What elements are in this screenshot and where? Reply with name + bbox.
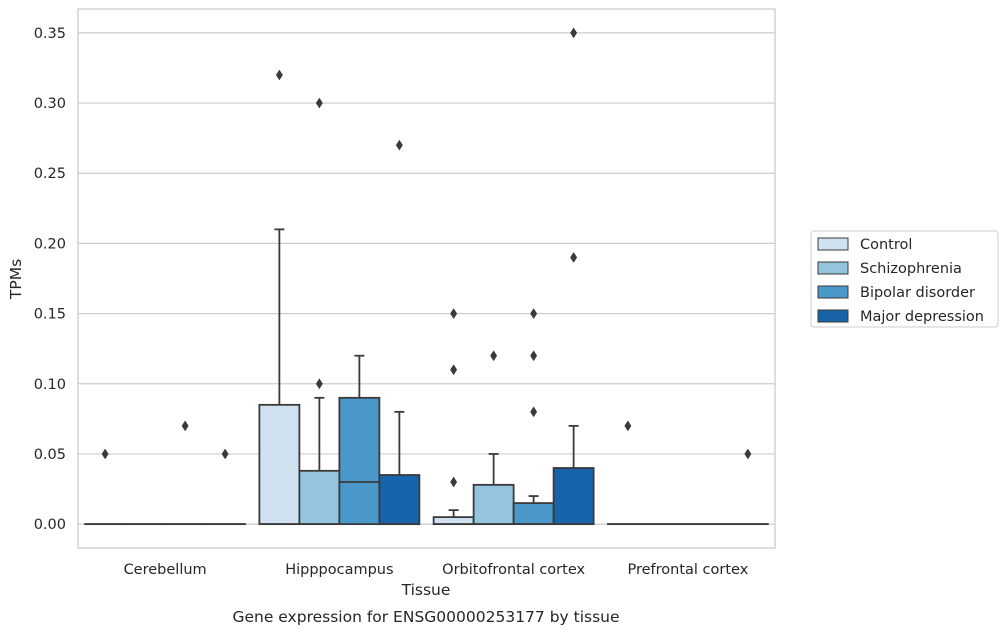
- x-tick-label: Orbitofrontal cortex: [442, 562, 585, 578]
- box-series: [84, 27, 769, 526]
- x-tick-label: Prefrontal cortex: [627, 562, 748, 578]
- legend-swatch: [817, 285, 849, 299]
- outlier-point: [450, 364, 458, 376]
- plot-frame: [77, 8, 776, 549]
- outlier-point: [275, 69, 283, 81]
- y-tick-label: 0.30: [34, 96, 66, 112]
- legend-item: Bipolar disorder: [817, 285, 975, 301]
- outlier-point: [450, 308, 458, 320]
- legend-swatch: [817, 309, 849, 323]
- y-axis-ticks: 0.00 0.05 0.10 0.15 0.20 0.25 0.30 0.35: [34, 26, 66, 533]
- box-cerebellum: [204, 448, 247, 526]
- outlier-point: [221, 448, 229, 460]
- legend-label: Major depression: [860, 309, 984, 325]
- y-axis-title: TPMs: [7, 259, 25, 300]
- legend-label: Control: [860, 237, 912, 253]
- legend-label: Schizophrenia: [860, 261, 962, 277]
- box-hipppocampus: [298, 97, 341, 526]
- box-body: [512, 502, 555, 526]
- outlier-point: [570, 251, 578, 263]
- y-tick-label: 0.15: [34, 307, 66, 323]
- legend-item: Control: [817, 237, 912, 253]
- box-cerebellum: [164, 420, 207, 526]
- series-major-depression: [204, 27, 769, 526]
- outlier-point: [490, 350, 498, 362]
- box-orbitofrontal-cortex: [432, 308, 475, 526]
- legend-swatch: [817, 261, 849, 275]
- gridlines: [78, 32, 775, 525]
- outlier-point: [624, 420, 632, 432]
- x-tick-label: Hipppocampus: [285, 562, 393, 578]
- legend-frame: [810, 230, 999, 328]
- legend-item: Major depression: [817, 309, 984, 325]
- box-body: [432, 516, 475, 526]
- box-body: [378, 474, 421, 526]
- outlier-point: [530, 308, 538, 320]
- legend-swatch: [817, 237, 849, 251]
- y-tick-label: 0.35: [34, 26, 66, 42]
- box-body: [258, 403, 301, 526]
- legend: Control Schizophrenia Bipolar disorder Majo…: [810, 230, 999, 328]
- box-hipppocampus: [338, 354, 381, 526]
- box-body: [552, 467, 595, 526]
- box-body: [298, 469, 341, 526]
- y-tick-label: 0.10: [34, 377, 66, 393]
- legend-label: Bipolar disorder: [860, 285, 975, 301]
- outlier-point: [570, 27, 578, 39]
- y-tick-label: 0.05: [34, 447, 66, 463]
- series-bipolar-disorder: [164, 308, 729, 526]
- outlier-point: [530, 350, 538, 362]
- box-prefrontal-cortex: [726, 448, 769, 526]
- box-body: [472, 483, 515, 526]
- box-orbitofrontal-cortex: [472, 350, 515, 526]
- series-control: [84, 69, 649, 526]
- outlier-point: [181, 420, 189, 432]
- outlier-point: [315, 378, 323, 390]
- outlier-point: [395, 139, 403, 151]
- box-prefrontal-cortex: [606, 420, 649, 526]
- outlier-point: [744, 448, 752, 460]
- y-tick-label: 0.00: [34, 517, 66, 533]
- outlier-point: [450, 476, 458, 488]
- box-hipppocampus: [258, 69, 301, 526]
- legend-item: Schizophrenia: [817, 261, 962, 277]
- box-orbitofrontal-cortex: [552, 27, 595, 526]
- box-orbitofrontal-cortex: [512, 308, 555, 526]
- outlier-point: [530, 406, 538, 418]
- outlier-point: [101, 448, 109, 460]
- box-hipppocampus: [378, 139, 421, 526]
- x-tick-label: Cerebellum: [124, 562, 207, 578]
- series-schizophrenia: [124, 97, 689, 526]
- y-tick-label: 0.25: [34, 166, 66, 182]
- box-body: [338, 396, 381, 526]
- y-tick-label: 0.20: [34, 236, 66, 252]
- outlier-point: [315, 97, 323, 109]
- x-axis-ticks: Cerebellum Hipppocampus Orbitofrontal cort…: [124, 562, 749, 578]
- chart-caption: Gene expression for ENSG00000253177 by t…: [232, 608, 619, 626]
- box-cerebellum: [84, 448, 127, 526]
- x-axis-title: Tissue: [401, 581, 451, 599]
